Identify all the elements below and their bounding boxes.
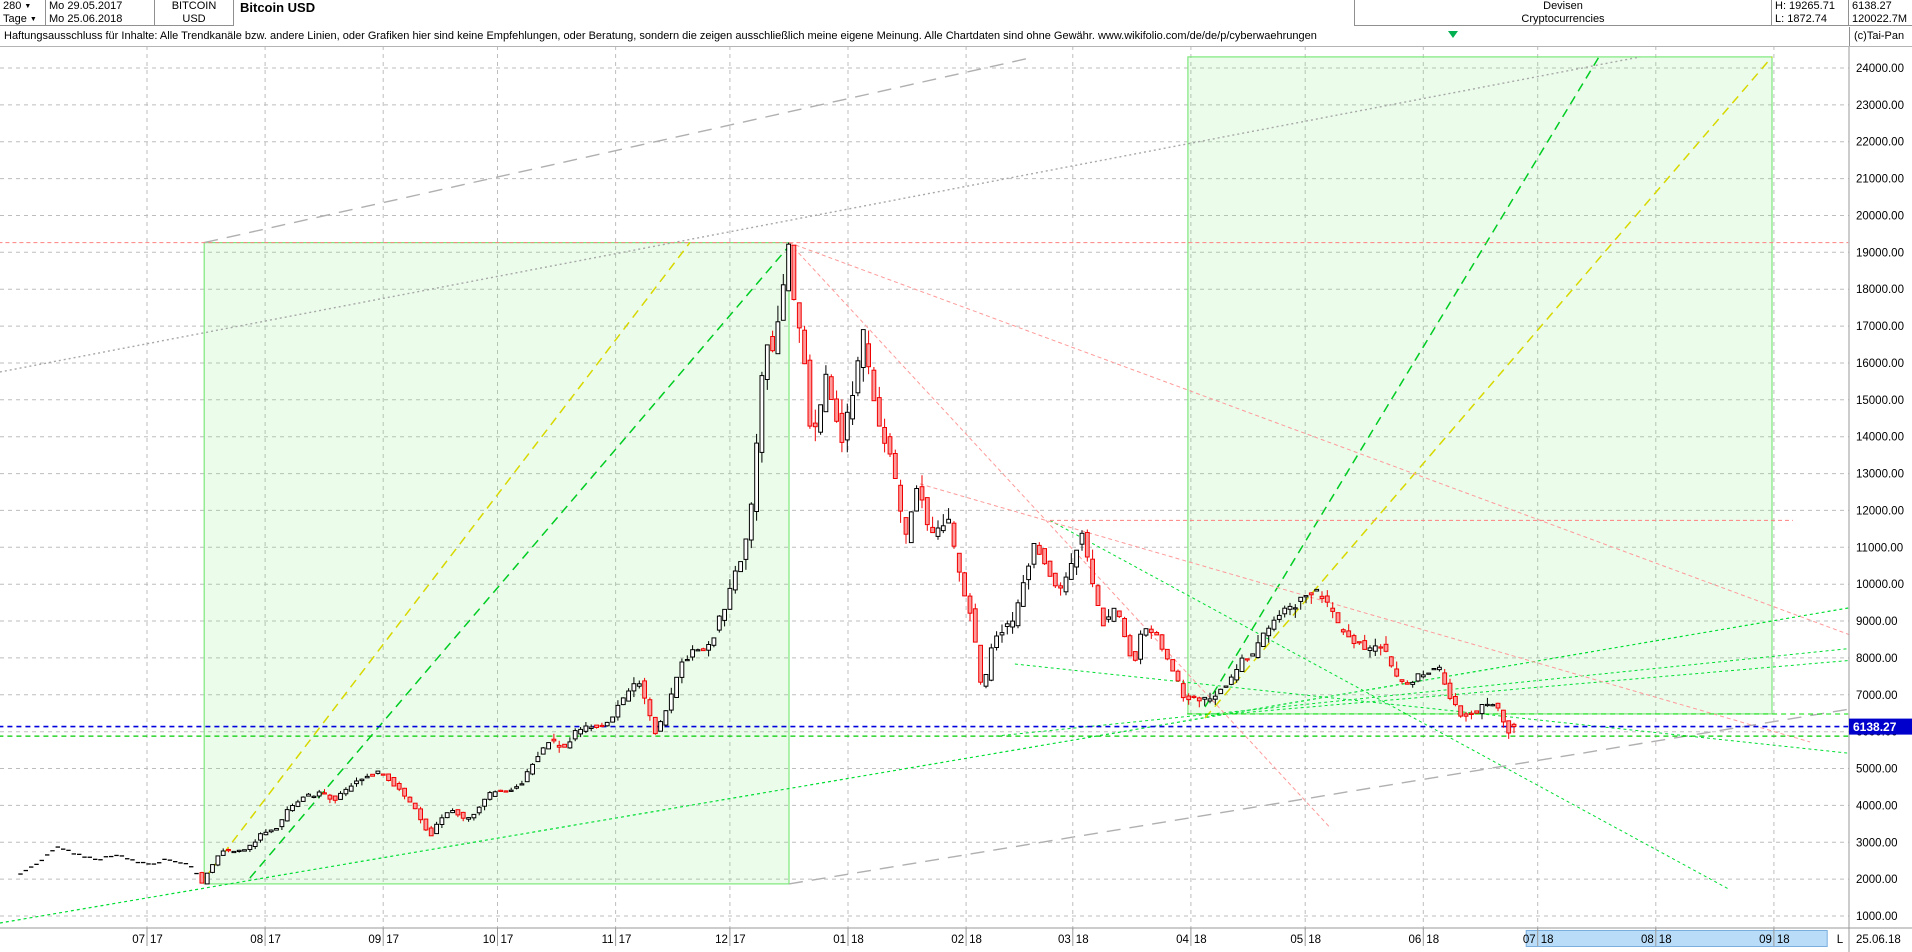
svg-text:8000.00: 8000.00: [1856, 653, 1898, 665]
svg-text:1000.00: 1000.00: [1856, 911, 1898, 923]
svg-text:23000.00: 23000.00: [1856, 100, 1904, 112]
svg-text:4000.00: 4000.00: [1856, 800, 1898, 812]
svg-text:05: 05: [1290, 934, 1303, 946]
date-to[interactable]: Mo 25.06.2018: [49, 13, 123, 25]
svg-text:18000.00: 18000.00: [1856, 284, 1904, 296]
svg-text:01: 01: [833, 934, 846, 946]
disclaimer-bar: Haftungsausschluss für Inhalte: Alle Tre…: [0, 27, 1912, 47]
svg-text:11: 11: [602, 934, 614, 946]
svg-text:L: L: [1837, 934, 1844, 946]
volume-value: 120022.7M: [1852, 13, 1908, 25]
svg-text:03: 03: [1058, 934, 1071, 946]
last-price-value: 6138.27: [1852, 0, 1892, 12]
svg-text:18: 18: [1076, 934, 1089, 946]
period-high: H: 19265.71: [1775, 0, 1835, 12]
axis-separator: [1849, 27, 1850, 46]
svg-text:09: 09: [368, 934, 381, 946]
svg-text:08: 08: [250, 934, 263, 946]
svg-text:17: 17: [733, 934, 746, 946]
chevron-down-icon: ▼: [29, 16, 37, 23]
svg-text:18: 18: [969, 934, 982, 946]
svg-text:21000.00: 21000.00: [1856, 174, 1904, 186]
category-line2: Cryptocurrencies: [1521, 13, 1605, 25]
svg-text:14000.00: 14000.00: [1856, 432, 1904, 444]
period-dropdown[interactable]: Tage ▼: [3, 13, 37, 25]
svg-text:18: 18: [1541, 934, 1554, 946]
svg-text:18: 18: [1194, 934, 1207, 946]
svg-text:9000.00: 9000.00: [1856, 616, 1898, 628]
svg-text:18: 18: [851, 934, 864, 946]
header-bar: 280 ▼ Tage ▼ Mo 29.05.2017 Mo 25.06.2018…: [0, 0, 1912, 27]
svg-text:25.06.18: 25.06.18: [1856, 934, 1901, 946]
svg-text:17: 17: [501, 934, 514, 946]
svg-text:2000.00: 2000.00: [1856, 874, 1898, 886]
svg-text:06: 06: [1409, 934, 1422, 946]
svg-text:13000.00: 13000.00: [1856, 469, 1904, 481]
date-from[interactable]: Mo 29.05.2017: [49, 0, 123, 12]
svg-text:12000.00: 12000.00: [1856, 505, 1904, 517]
svg-text:22000.00: 22000.00: [1856, 137, 1904, 149]
svg-text:08: 08: [1641, 934, 1654, 946]
svg-text:11000.00: 11000.00: [1856, 542, 1903, 554]
svg-text:5000.00: 5000.00: [1856, 764, 1898, 776]
svg-text:04: 04: [1176, 934, 1189, 946]
svg-text:17: 17: [619, 934, 632, 946]
svg-text:17000.00: 17000.00: [1856, 321, 1904, 333]
marker-triangle-icon: [1448, 31, 1458, 38]
svg-text:7000.00: 7000.00: [1856, 690, 1898, 702]
svg-text:3000.00: 3000.00: [1856, 837, 1898, 849]
svg-text:17: 17: [386, 934, 399, 946]
chevron-down-icon: ▼: [24, 3, 32, 10]
svg-text:16000.00: 16000.00: [1856, 358, 1904, 370]
svg-text:18: 18: [1426, 934, 1439, 946]
symbol-code-line1: BITCOIN: [171, 0, 217, 12]
disclaimer-text: Haftungsausschluss für Inhalte: Alle Tre…: [4, 30, 1317, 42]
bars-count-dropdown[interactable]: 280 ▼: [3, 0, 32, 12]
svg-text:10: 10: [483, 934, 496, 946]
svg-text:19000.00: 19000.00: [1856, 247, 1904, 259]
symbol-code-line2: USD: [182, 13, 206, 25]
svg-text:02: 02: [951, 934, 964, 946]
svg-text:15000.00: 15000.00: [1856, 395, 1904, 407]
svg-text:17: 17: [268, 934, 281, 946]
instrument-title: Bitcoin USD: [240, 0, 316, 15]
svg-text:18: 18: [1308, 934, 1321, 946]
svg-text:09: 09: [1759, 934, 1772, 946]
svg-text:20000.00: 20000.00: [1856, 211, 1904, 223]
copyright-label: (c)Tai-Pan: [1854, 30, 1905, 42]
period-low: L: 1872.74: [1775, 13, 1827, 25]
svg-text:07: 07: [132, 934, 145, 946]
svg-text:17: 17: [150, 934, 163, 946]
svg-text:24000.00: 24000.00: [1856, 63, 1904, 75]
svg-text:18: 18: [1777, 934, 1790, 946]
svg-text:10000.00: 10000.00: [1856, 579, 1904, 591]
svg-text:12: 12: [715, 934, 728, 946]
category-line1: Devisen: [1543, 0, 1583, 12]
svg-text:18: 18: [1659, 934, 1672, 946]
svg-text:6138.27: 6138.27: [1853, 720, 1897, 734]
svg-text:07: 07: [1523, 934, 1536, 946]
